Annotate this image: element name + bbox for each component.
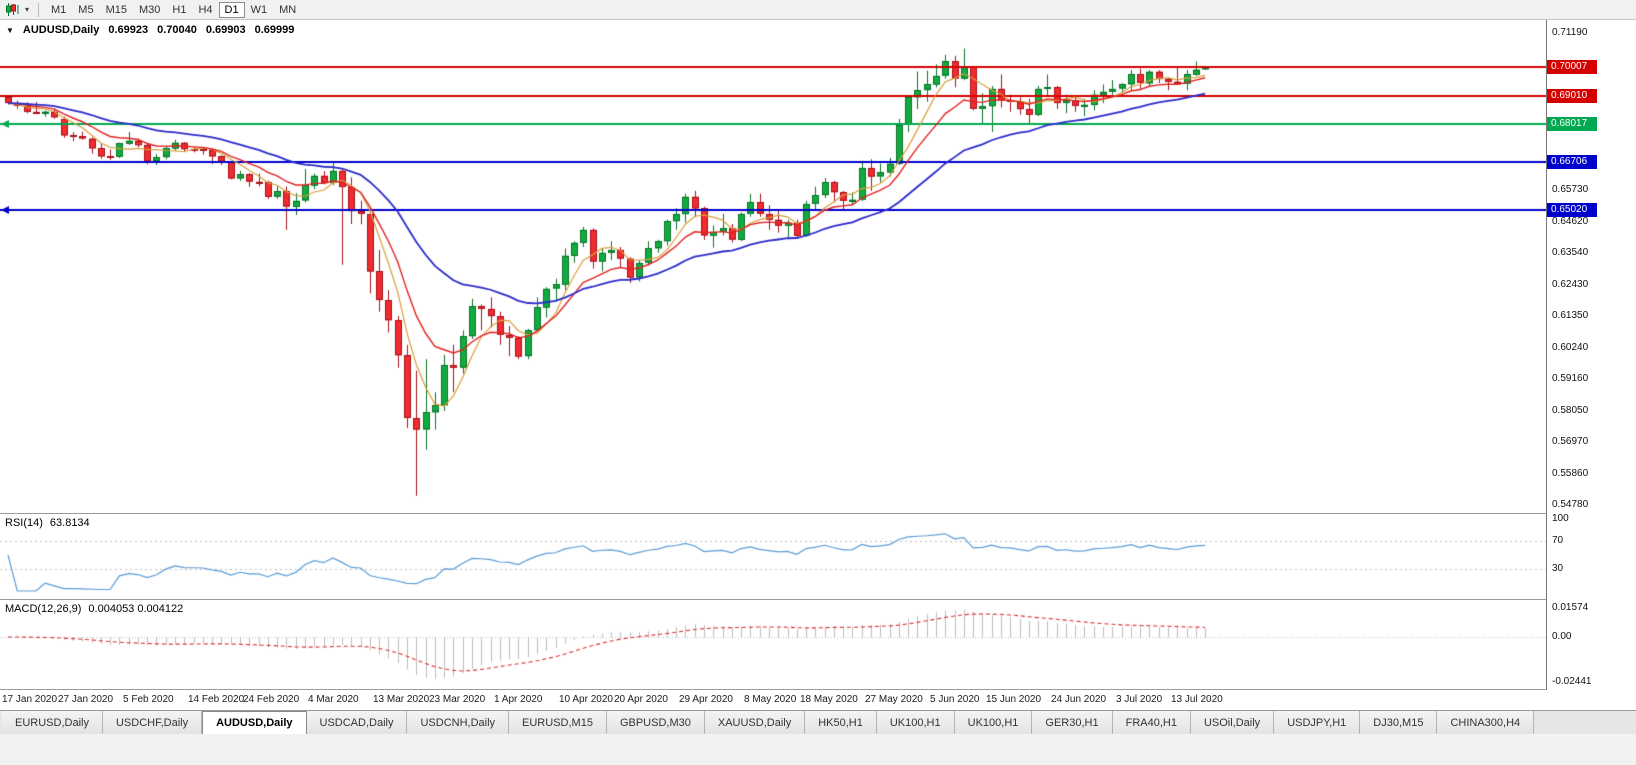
footer-strip — [0, 734, 1636, 765]
price-axis-label: 0.65730 — [1552, 184, 1589, 195]
date-axis-label: 23 Mar 2020 — [429, 694, 486, 705]
price-axis-label: 0.55860 — [1552, 468, 1589, 479]
date-axis-label: 24 Feb 2020 — [243, 694, 300, 705]
rsi-axis-label: 100 — [1552, 513, 1569, 524]
rsi-value: 63.8134 — [49, 517, 90, 529]
date-axis-label: 18 May 2020 — [800, 694, 858, 705]
price-axis-label: 0.54780 — [1552, 499, 1589, 510]
timeframe-button-w1[interactable]: W1 — [250, 3, 268, 16]
date-axis-label: 27 May 2020 — [865, 694, 923, 705]
macd-indicator-label: MACD(12,26,9) 0.004053 0.004122 — [5, 603, 183, 615]
macd-axis-label: 0.00 — [1552, 631, 1572, 642]
timeframe-button-m1[interactable]: M1 — [51, 3, 67, 16]
price-axis-label: 0.64620 — [1552, 216, 1589, 227]
chart-region: ▼ AUDUSD,Daily 0.69923 0.70040 0.69903 0… — [0, 20, 1636, 710]
timeframe-button-m5[interactable]: M5 — [78, 3, 94, 16]
ohlc-open: 0.69923 — [108, 24, 149, 36]
macd-value: 0.004053 0.004122 — [88, 603, 184, 615]
price-line-badge: 0.66706 — [1547, 155, 1597, 169]
date-axis-label: 1 Apr 2020 — [494, 694, 543, 705]
date-axis-label: 5 Feb 2020 — [123, 694, 174, 705]
rsi-axis-label: 30 — [1552, 563, 1564, 574]
date-axis[interactable]: 17 Jan 2020 27 Jan 2020 5 Feb 2020 14 Feb 2… — [0, 690, 1546, 710]
panel-separator-dates — [0, 689, 1636, 690]
price-line-badge: 0.69010 — [1547, 89, 1597, 103]
date-axis-label: 5 Jun 2020 — [930, 694, 980, 705]
candlestick-chart-icon[interactable] — [4, 2, 22, 18]
rsi-indicator-label: RSI(14) 63.8134 — [5, 517, 90, 529]
chart-tab-uk100-h1[interactable]: UK100,H1 — [954, 711, 1033, 734]
chart-tab-eurusd-daily[interactable]: EURUSD,Daily — [2, 711, 103, 734]
timeframe-button-h1[interactable]: H1 — [172, 3, 187, 16]
date-axis-label: 10 Apr 2020 — [559, 694, 613, 705]
date-axis-label: 17 Jan 2020 — [2, 694, 58, 705]
price-line-badge: 0.65020 — [1547, 203, 1597, 217]
date-axis-label: 14 Feb 2020 — [188, 694, 245, 705]
timeframe-button-mn[interactable]: MN — [279, 3, 297, 16]
chart-symbol-title: AUDUSD,Daily — [22, 24, 100, 36]
macd-panel-canvas[interactable] — [0, 600, 1546, 690]
price-line-badge: 0.68017 — [1547, 117, 1597, 131]
price-axis-label: 0.60240 — [1552, 342, 1589, 353]
timeframe-buttons: M1 M5 M15 M30 H1 H4 D1 W1 MN — [45, 0, 302, 20]
timeframe-button-h4[interactable]: H4 — [198, 3, 213, 16]
panel-separator-rsi[interactable] — [0, 513, 1636, 514]
chart-tab-china300-h4[interactable]: CHINA300,H4 — [1437, 711, 1535, 734]
timeframe-button-m30[interactable]: M30 — [138, 3, 161, 16]
price-axis-label: 0.61350 — [1552, 310, 1589, 321]
chart-tab-audusd-daily[interactable]: AUDUSD,Daily — [202, 711, 307, 734]
chart-tab-usdjpy-h1[interactable]: USDJPY,H1 — [1274, 711, 1361, 734]
toolbar: ▾ M1 M5 M15 M30 H1 H4 D1 W1 MN — [0, 0, 1636, 20]
chart-tab-uk100-h1[interactable]: UK100,H1 — [876, 711, 955, 734]
price-axis-label: 0.59160 — [1552, 373, 1589, 384]
chart-tab-ger30-h1[interactable]: GER30,H1 — [1032, 711, 1113, 734]
chart-tabs: EURUSD,Daily USDCHF,Daily AUDUSD,Daily USDC… — [0, 710, 1636, 734]
chart-tab-eurusd-m15[interactable]: EURUSD,M15 — [509, 711, 607, 734]
date-axis-label: 20 Apr 2020 — [614, 694, 668, 705]
symbol-collapse-icon: ▼ — [6, 25, 14, 35]
price-axis[interactable]: 0.71190 0.65730 0.64620 0.63540 0.62430 0.613… — [1546, 20, 1636, 690]
rsi-panel-canvas[interactable] — [0, 514, 1546, 600]
main-chart-canvas[interactable] — [0, 20, 1546, 514]
ohlc-high: 0.70040 — [157, 24, 197, 36]
panel-separator-macd[interactable] — [0, 599, 1636, 600]
timeframe-button-m15[interactable]: M15 — [105, 3, 127, 16]
chart-tab-usdcad-daily[interactable]: USDCAD,Daily — [306, 711, 408, 734]
date-axis-label: 15 Jun 2020 — [986, 694, 1042, 705]
price-line-badge: 0.70007 — [1547, 60, 1597, 74]
ohlc-low: 0.69903 — [205, 24, 246, 36]
price-axis-label: 0.58050 — [1552, 405, 1589, 416]
date-axis-label: 29 Apr 2020 — [679, 694, 733, 705]
price-axis-label: 0.62430 — [1552, 279, 1589, 290]
date-axis-label: 4 Mar 2020 — [308, 694, 359, 705]
chart-tab-dj30-m15[interactable]: DJ30,M15 — [1360, 711, 1438, 734]
date-axis-label: 24 Jun 2020 — [1051, 694, 1107, 705]
date-axis-label: 8 May 2020 — [744, 694, 797, 705]
chart-tab-usoil-daily[interactable]: USOil,Daily — [1190, 711, 1275, 734]
rsi-name: RSI(14) — [5, 517, 43, 529]
date-axis-label: 27 Jan 2020 — [58, 694, 114, 705]
chart-type-dropdown-caret[interactable]: ▾ — [24, 5, 29, 14]
chart-tab-usdcnh-daily[interactable]: USDCNH,Daily — [407, 711, 510, 734]
chart-tab-gbpusd-m30[interactable]: GBPUSD,M30 — [606, 711, 705, 734]
date-axis-label: 13 Jul 2020 — [1171, 694, 1223, 705]
macd-axis-label: -0.02441 — [1552, 676, 1592, 687]
price-axis-label: 0.56970 — [1552, 436, 1589, 447]
chart-tab-xauusd-daily[interactable]: XAUUSD,Daily — [704, 711, 806, 734]
date-axis-label: 13 Mar 2020 — [373, 694, 430, 705]
chart-ohlc-header: ▼ AUDUSD,Daily 0.69923 0.70040 0.69903 0… — [6, 24, 294, 36]
timeframe-button-d1[interactable]: D1 — [218, 1, 245, 18]
macd-axis-label: 0.01574 — [1552, 602, 1589, 613]
date-axis-label: 3 Jul 2020 — [1116, 694, 1163, 705]
chart-tab-usdchf-daily[interactable]: USDCHF,Daily — [102, 711, 203, 734]
chart-tab-hk50-h1[interactable]: HK50,H1 — [805, 711, 877, 734]
price-axis-label: 0.71190 — [1552, 27, 1588, 38]
chart-tab-fra40-h1[interactable]: FRA40,H1 — [1112, 711, 1191, 734]
rsi-axis-label: 70 — [1552, 535, 1564, 546]
price-axis-label: 0.63540 — [1552, 247, 1589, 258]
toolbar-separator — [38, 2, 39, 17]
ohlc-close: 0.69999 — [254, 24, 295, 36]
macd-name: MACD(12,26,9) — [5, 603, 82, 615]
